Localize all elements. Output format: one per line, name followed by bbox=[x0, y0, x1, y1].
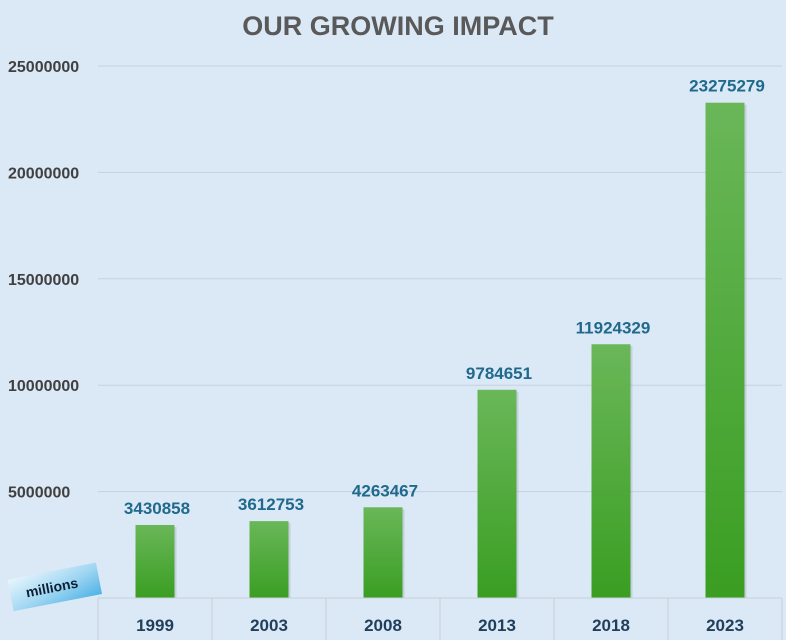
unit-badge-box bbox=[7, 562, 103, 612]
unit-badge: millions bbox=[7, 562, 103, 612]
data-label: 3612753 bbox=[238, 495, 304, 514]
x-tick-label: 2003 bbox=[250, 616, 288, 635]
x-tick-label: 2018 bbox=[592, 616, 630, 635]
data-label: 23275279 bbox=[689, 77, 765, 96]
x-tick-label: 2013 bbox=[478, 616, 516, 635]
gridlines bbox=[98, 65, 782, 493]
data-label: 11924329 bbox=[576, 318, 651, 337]
data-labels: 3430858 3612753 4263467 9784651 11924329 2327… bbox=[124, 77, 765, 518]
chart-title: OUR GROWING IMPACT bbox=[242, 11, 554, 41]
bar-2018 bbox=[591, 344, 631, 598]
data-label: 4263467 bbox=[352, 481, 418, 500]
bar-1999 bbox=[135, 524, 175, 598]
y-tick-label: 15000000 bbox=[8, 272, 79, 289]
y-tick-label: 25000000 bbox=[8, 59, 79, 76]
x-tick-label: 1999 bbox=[136, 616, 174, 635]
bar-2023 bbox=[705, 102, 745, 599]
bar-2003 bbox=[249, 521, 289, 598]
y-axis-ticks: 5000000 10000000 15000000 20000000 25000000 bbox=[8, 59, 79, 502]
y-tick-label: 5000000 bbox=[8, 485, 70, 502]
y-tick-label: 10000000 bbox=[8, 378, 79, 395]
x-tick-label: 2023 bbox=[706, 616, 744, 635]
x-axis: 1999 2003 2008 2013 2018 2023 bbox=[97, 597, 783, 640]
bar-2008 bbox=[363, 507, 403, 598]
y-tick-label: 20000000 bbox=[8, 165, 79, 182]
data-label: 9784651 bbox=[466, 364, 532, 383]
bar-2013 bbox=[477, 389, 517, 598]
x-tick-label: 2008 bbox=[364, 616, 402, 635]
data-label: 3430858 bbox=[124, 499, 190, 518]
bars bbox=[135, 102, 747, 599]
